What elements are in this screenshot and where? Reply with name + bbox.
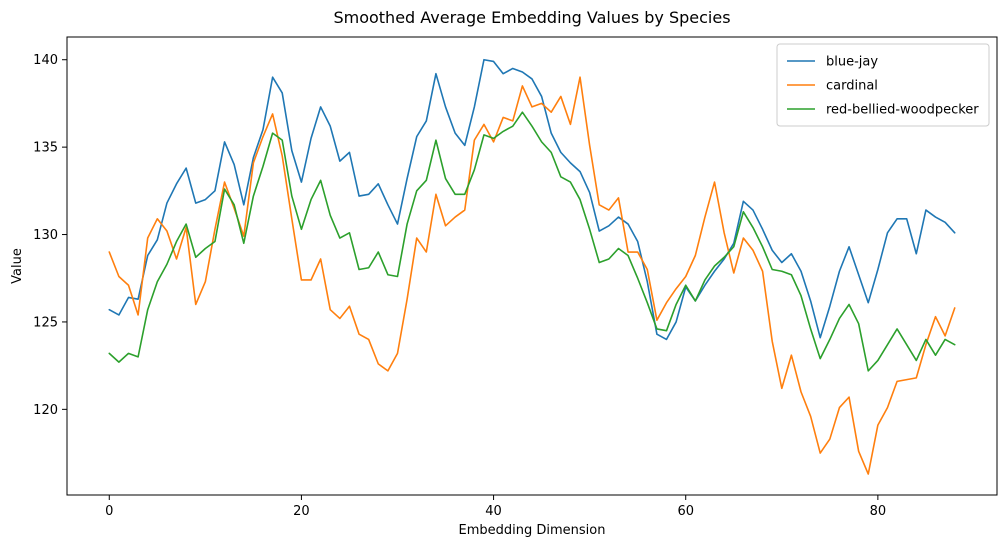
y-tick-label: 120 (33, 403, 58, 418)
legend-label: blue-jay (826, 55, 878, 70)
x-tick-label: 20 (293, 504, 310, 519)
x-tick-label: 0 (105, 504, 113, 519)
y-tick-label: 140 (33, 53, 58, 68)
legend-label: cardinal (826, 79, 878, 94)
y-tick-label: 125 (33, 315, 58, 330)
y-tick-label: 130 (33, 228, 58, 243)
plot-frame (66, 36, 998, 496)
x-tick-label: 60 (677, 504, 694, 519)
series-line-cardinal (108, 76, 956, 475)
legend: blue-jay cardinal red-bellied-woodpecker (776, 43, 990, 127)
x-axis-label: Embedding Dimension (459, 523, 606, 538)
legend-box (776, 43, 990, 127)
x-tick-label: 80 (870, 504, 887, 519)
series-line-red-bellied-woodpecker (108, 111, 956, 372)
chart-title: Smoothed Average Embedding Values by Spe… (333, 8, 730, 27)
series-line-blue-jay (108, 58, 956, 341)
y-tick-label: 135 (33, 141, 58, 156)
x-tick-label: 40 (485, 504, 502, 519)
y-axis-label: Value (10, 248, 25, 284)
legend-label: red-bellied-woodpecker (826, 103, 979, 118)
